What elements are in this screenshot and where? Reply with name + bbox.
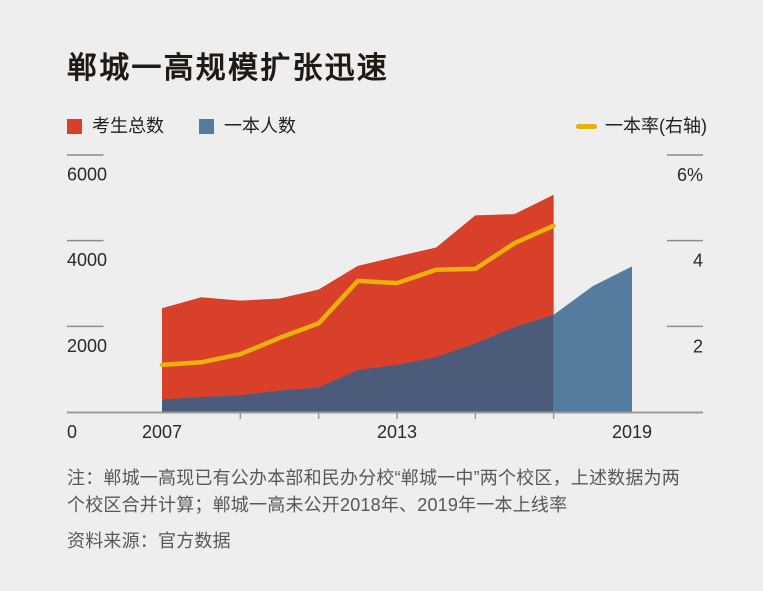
- legend-label-total-examinees: 考生总数: [92, 116, 164, 136]
- left-axis-label-4000: 4000: [67, 250, 107, 270]
- legend-item-first-tier-count: 一本人数: [199, 116, 296, 136]
- x-axis-label-0: 0: [67, 422, 77, 442]
- legend-item-first-tier-rate: 一本率(右轴): [576, 116, 707, 136]
- chart-title: 郸城一高规模扩张迅速: [67, 52, 389, 85]
- right-axis-label-4: 4: [693, 251, 703, 271]
- chart-note: 注：郸城一高现已有公办本部和民办分校“郸城一中”两个校区，上述数据为两 个校区合…: [67, 468, 680, 515]
- chart-source: 资料来源：官方数据: [67, 531, 231, 551]
- area-first-tier-standalone: [553, 266, 633, 412]
- legend-label-first-tier-rate: 一本率(右轴): [605, 116, 707, 136]
- legend-swatch-total-examinees: [67, 118, 82, 134]
- legend-item-total-examinees: 考生总数: [67, 116, 164, 136]
- x-axis-label-2013: 2013: [377, 422, 417, 442]
- x-axis-label-2007: 2007: [142, 422, 182, 442]
- legend-line-swatch-first-tier-rate: [576, 123, 597, 129]
- area-first-tier-overlap: [162, 314, 554, 412]
- legend-swatch-first-tier-count: [199, 118, 214, 134]
- left-axis-label-6000: 6000: [67, 164, 107, 184]
- right-axis-label-6: 6%: [677, 165, 703, 185]
- legend-label-first-tier-count: 一本人数: [224, 116, 296, 136]
- line-first-tier-rate: [159, 223, 556, 368]
- left-axis-label-2000: 2000: [67, 336, 107, 356]
- right-axis-label-2: 2: [693, 336, 703, 356]
- x-axis-label-2019: 2019: [612, 422, 652, 442]
